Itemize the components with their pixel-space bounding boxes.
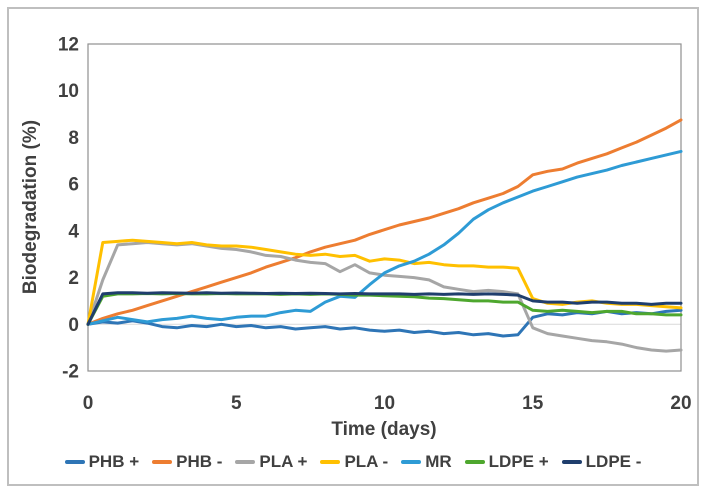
legend-item-pla-minus: PLA - <box>320 452 388 472</box>
y-tick-label-12: 12 <box>58 35 79 56</box>
legend-label-mr: MR <box>425 452 452 471</box>
chart-legend: PHB + PHB - PLA + PLA - MR LDPE + LDPE - <box>0 452 706 472</box>
y-tick-label-8: 8 <box>68 128 79 149</box>
legend-swatch-phb-minus <box>152 460 173 464</box>
legend-label-phb-plus: PHB + <box>88 452 140 471</box>
legend-swatch-pla-plus <box>235 460 256 464</box>
y-tick-label--2: -2 <box>62 362 79 383</box>
series-line-phb-plus <box>86 308 683 338</box>
legend-swatch-pla-minus <box>320 460 341 464</box>
legend-item-phb-minus: PHB - <box>152 452 222 472</box>
y-tick-label-0: 0 <box>68 315 79 336</box>
x-tick-label-5: 5 <box>231 393 242 414</box>
legend-item-ldpe-minus: LDPE - <box>561 452 642 472</box>
series-line-mr <box>86 149 683 326</box>
plot-area-border <box>87 43 682 372</box>
y-tick-label-10: 10 <box>58 81 79 102</box>
legend-item-ldpe-plus: LDPE + <box>464 452 549 472</box>
legend-swatch-ldpe-plus <box>464 460 485 464</box>
series-line-ldpe-minus <box>86 291 683 326</box>
legend-swatch-mr <box>401 460 422 464</box>
y-tick-label-6: 6 <box>68 175 79 196</box>
y-tick-label-2: 2 <box>68 268 79 289</box>
legend-label-ldpe-minus: LDPE - <box>585 452 642 471</box>
x-tick-label-10: 10 <box>374 393 395 414</box>
legend-swatch-ldpe-minus <box>561 460 582 464</box>
legend-item-phb-plus: PHB + <box>64 452 140 472</box>
x-axis-title: Time (days) <box>331 419 437 440</box>
legend-label-ldpe-plus: LDPE + <box>488 452 549 471</box>
legend-item-pla-plus: PLA + <box>235 452 307 472</box>
legend-label-pla-minus: PLA - <box>344 452 389 471</box>
legend-label-phb-minus: PHB - <box>176 452 223 471</box>
legend-swatch-phb-plus <box>64 460 85 464</box>
figure-border <box>7 7 699 486</box>
x-tick-label-0: 0 <box>83 393 94 414</box>
x-tick-label-20: 20 <box>670 393 691 414</box>
legend-label-pla-plus: PLA + <box>259 452 308 471</box>
y-axis-title: Biodegradation (%) <box>20 119 41 295</box>
y-tick-label-4: 4 <box>68 221 79 242</box>
legend-item-mr: MR <box>401 452 452 472</box>
x-tick-label-15: 15 <box>522 393 544 414</box>
